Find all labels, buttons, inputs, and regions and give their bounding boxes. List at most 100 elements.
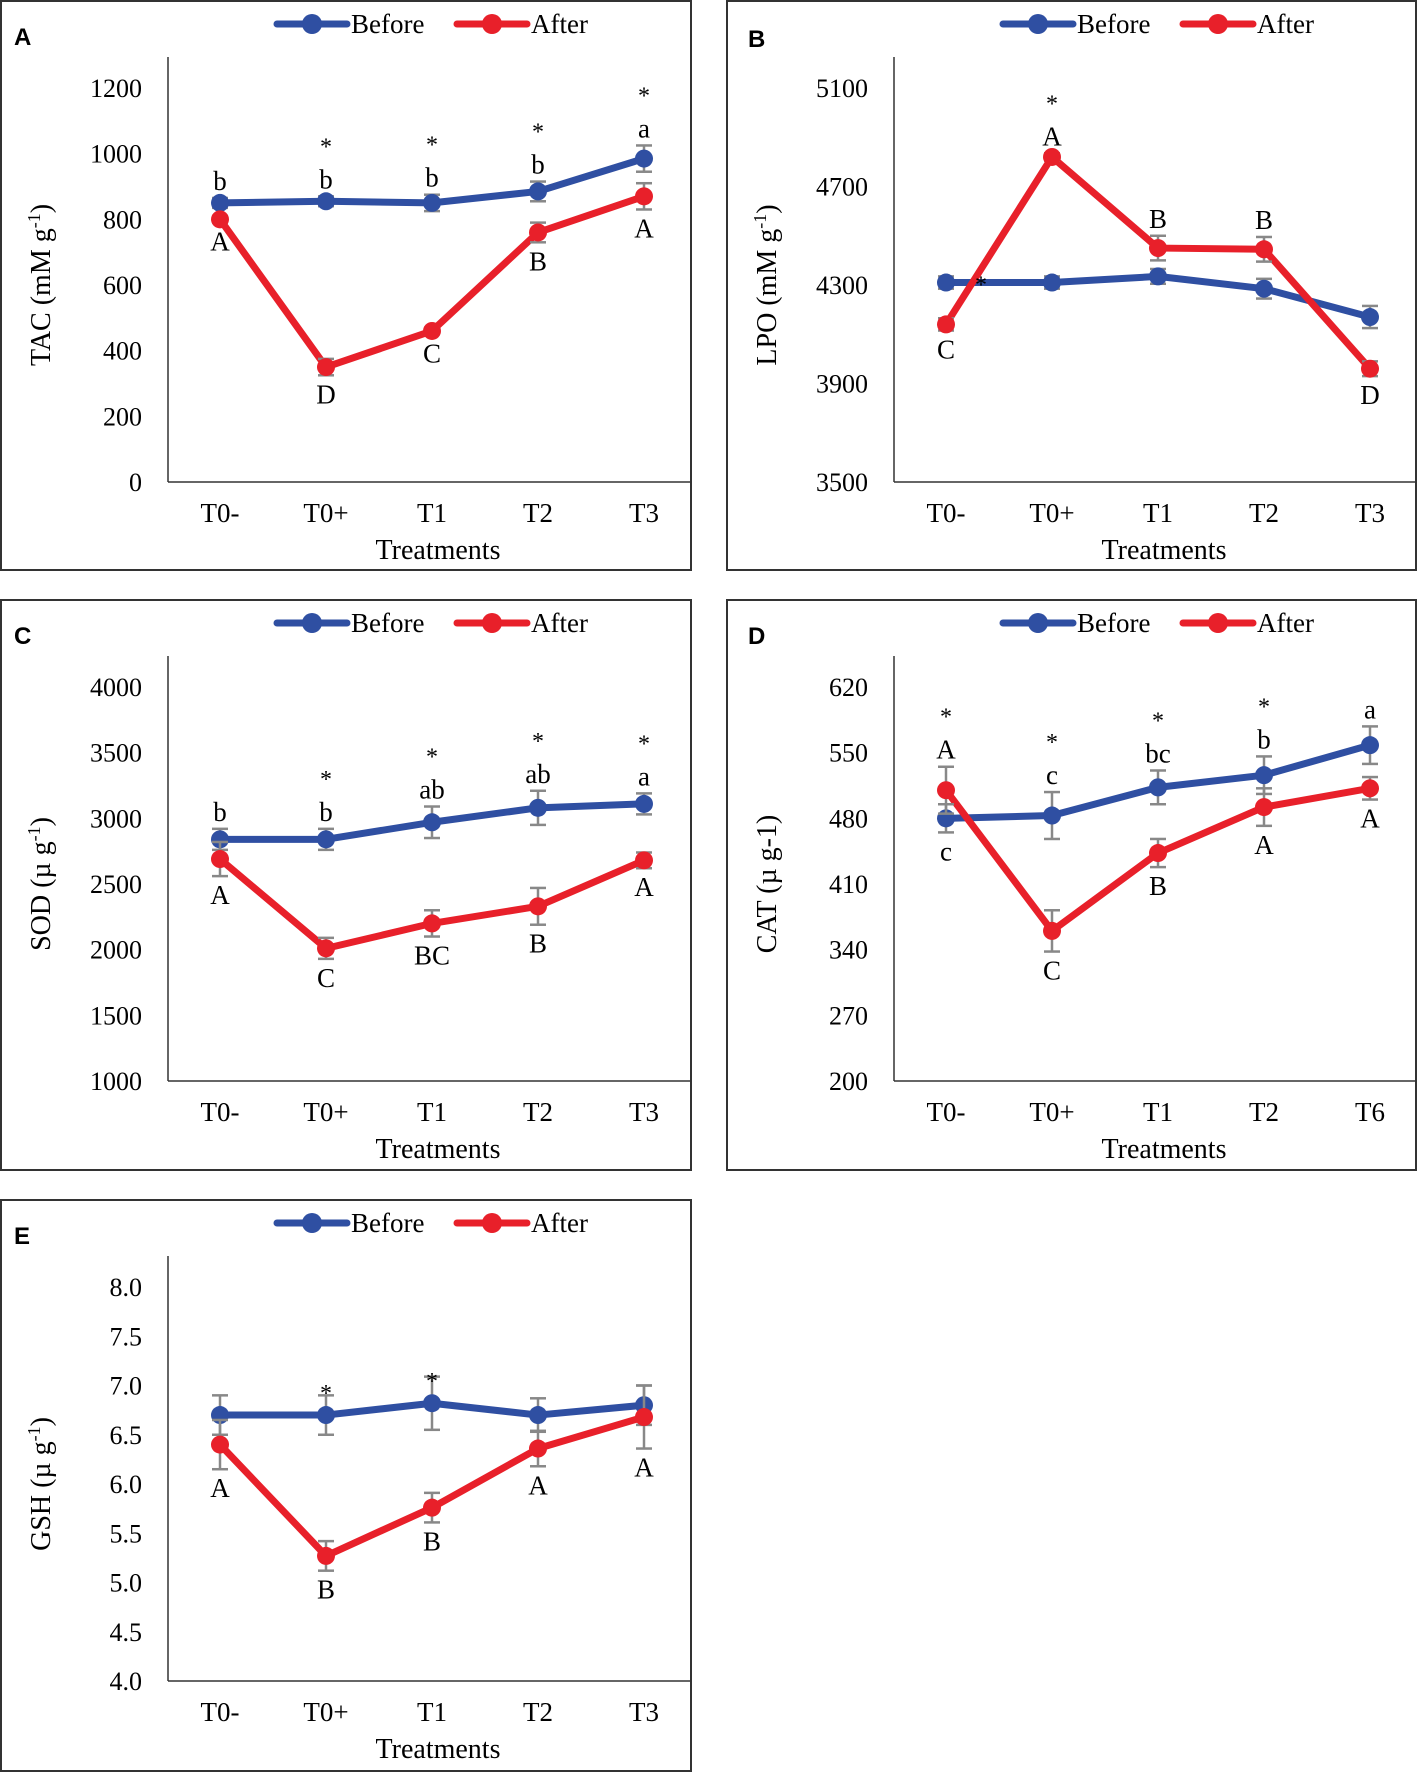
legend-after-label: After bbox=[531, 608, 588, 638]
after-data-point bbox=[529, 223, 547, 242]
significance-asterisk: * bbox=[532, 120, 544, 146]
chart-gsh: 4.0 4.5 5.0 5.5 6.0 6.5 7.0 7.5 8.0 T0- T0+ T1 T2 T3 T… bbox=[24, 1208, 692, 1765]
y-tick-label: 200 bbox=[829, 1067, 868, 1096]
x-tick-label: T1 bbox=[1143, 1097, 1173, 1127]
y-axis-title: GSH (µ g-1) bbox=[24, 1417, 57, 1551]
significance-letter: c bbox=[940, 836, 952, 866]
y-tick-label: 7.0 bbox=[110, 1372, 143, 1401]
after-data-point bbox=[423, 1498, 441, 1517]
significance-asterisk: * bbox=[532, 729, 544, 755]
y-tick-label: 1500 bbox=[90, 1001, 142, 1030]
significance-letter: A bbox=[634, 1453, 654, 1483]
significance-letter: C bbox=[423, 338, 441, 368]
legend-after-marker bbox=[1208, 613, 1228, 633]
y-tick-label: 5100 bbox=[816, 74, 868, 103]
x-tick-label: T0- bbox=[201, 1697, 240, 1727]
significance-letter: b bbox=[319, 164, 333, 194]
panel-label: B bbox=[748, 26, 766, 53]
significance-asterisk: * bbox=[1046, 730, 1058, 756]
chart-cat: 200 270 340 410 480 550 620 T0- T0+ T1 T2 T6 Treatme… bbox=[752, 608, 1417, 1165]
panel-c: C 1000 1500 2000 2500 3000 3500 4000 T0- T0+ T1 T2… bbox=[0, 599, 692, 1171]
after-data-point bbox=[211, 850, 229, 869]
x-tick-label: T2 bbox=[523, 1697, 553, 1727]
y-axis-title-sup: -1 bbox=[24, 1426, 44, 1441]
significance-asterisk: * bbox=[426, 133, 438, 159]
after-data-point bbox=[317, 358, 335, 377]
significance-letter: A bbox=[1360, 804, 1380, 834]
before-data-point bbox=[317, 192, 335, 211]
significance-asterisk: * bbox=[320, 1381, 332, 1407]
before-data-point bbox=[937, 273, 955, 292]
x-tick-label: T0- bbox=[201, 1097, 240, 1127]
significance-letter: B bbox=[1149, 871, 1167, 901]
before-data-point bbox=[1149, 778, 1167, 797]
before-data-point bbox=[1043, 273, 1061, 292]
x-tick-label: T0+ bbox=[303, 498, 348, 528]
after-data-point bbox=[423, 914, 441, 933]
significance-letter: a bbox=[1364, 694, 1376, 724]
panel-b: B 3500 3900 4300 4700 5100 T0- T0+ T1 T2 T3 Treatm… bbox=[726, 0, 1417, 571]
significance-asterisk: * bbox=[1152, 708, 1164, 734]
y-tick-label: 600 bbox=[103, 271, 142, 300]
before-data-point bbox=[317, 830, 335, 849]
y-tick-label: 4000 bbox=[90, 673, 142, 702]
y-tick-label: 340 bbox=[829, 936, 868, 965]
after-data-point bbox=[317, 939, 335, 958]
y-tick-label: 1000 bbox=[90, 1067, 142, 1096]
legend-before-marker bbox=[1028, 14, 1048, 34]
after-data-point bbox=[1149, 844, 1167, 863]
y-tick-label: 1000 bbox=[90, 140, 142, 169]
x-tick-label: T0+ bbox=[1029, 498, 1074, 528]
panel-d: D 200 270 340 410 480 550 620 T0- T0+ T1 T2 T6 Treat… bbox=[726, 599, 1417, 1171]
before-data-point bbox=[423, 193, 441, 212]
y-axis-title-main: SOD (µ g bbox=[26, 841, 57, 950]
legend-after-label: After bbox=[531, 9, 588, 39]
significance-letter: C bbox=[1043, 956, 1061, 986]
x-tick-label: T2 bbox=[523, 1097, 553, 1127]
after-data-point bbox=[1043, 921, 1061, 940]
x-tick-label: T0- bbox=[201, 498, 240, 528]
significance-letter: ab bbox=[525, 759, 550, 789]
chart-tac: 0 200 400 600 800 1000 1200 T0- T0+ T1 T2 T3 Treatme… bbox=[24, 9, 692, 566]
chart-sod: 1000 1500 2000 2500 3000 3500 4000 T0- T0+ T1 T2 T3… bbox=[24, 608, 692, 1165]
y-tick-label: 3500 bbox=[816, 468, 868, 497]
significance-letter: C bbox=[937, 335, 955, 365]
legend-before-marker bbox=[302, 1213, 322, 1233]
significance-letter: A bbox=[210, 880, 230, 910]
significance-asterisk: * bbox=[638, 731, 650, 757]
legend-before-marker bbox=[1028, 613, 1048, 633]
y-axis-title-main: LPO (mM g bbox=[752, 229, 783, 366]
after-data-point bbox=[211, 1435, 229, 1454]
after-data-point bbox=[1361, 779, 1379, 798]
legend-after-label: After bbox=[531, 1208, 588, 1238]
before-data-point bbox=[1255, 766, 1273, 785]
y-axis-title: LPO (mM g-1) bbox=[750, 204, 783, 365]
x-axis-title: Treatments bbox=[1102, 535, 1227, 566]
significance-letter: BC bbox=[414, 941, 450, 971]
significance-letter: C bbox=[317, 963, 335, 993]
before-data-point bbox=[635, 794, 653, 813]
x-tick-label: T0- bbox=[927, 498, 966, 528]
y-tick-label: 480 bbox=[829, 804, 868, 833]
legend-after-marker bbox=[1208, 14, 1228, 34]
y-tick-label: 4.5 bbox=[110, 1618, 143, 1647]
significance-asterisk: * bbox=[975, 273, 987, 299]
x-tick-label: T0+ bbox=[303, 1097, 348, 1127]
x-axis-title: Treatments bbox=[376, 535, 501, 566]
before-data-point bbox=[1361, 736, 1379, 755]
panel-e: E 4.0 4.5 5.0 5.5 6.0 6.5 7.0 7.5 8.0 T0- T0+ T1 T2 T… bbox=[0, 1199, 692, 1772]
significance-asterisk: * bbox=[1258, 694, 1270, 720]
y-tick-label: 2500 bbox=[90, 870, 142, 899]
y-axis-title-end: ) bbox=[752, 204, 783, 213]
y-axis-title-sup: -1 bbox=[24, 826, 44, 841]
x-tick-label: T6 bbox=[1355, 1097, 1385, 1127]
before-data-point bbox=[211, 193, 229, 212]
before-data-point bbox=[317, 1406, 335, 1425]
legend-before-label: Before bbox=[1077, 9, 1150, 39]
significance-letter: A bbox=[1042, 121, 1062, 151]
significance-letter: b bbox=[213, 797, 227, 827]
before-data-point bbox=[1361, 308, 1379, 327]
before-data-point bbox=[529, 1406, 547, 1425]
y-tick-label: 3500 bbox=[90, 739, 142, 768]
x-tick-label: T1 bbox=[417, 1697, 447, 1727]
